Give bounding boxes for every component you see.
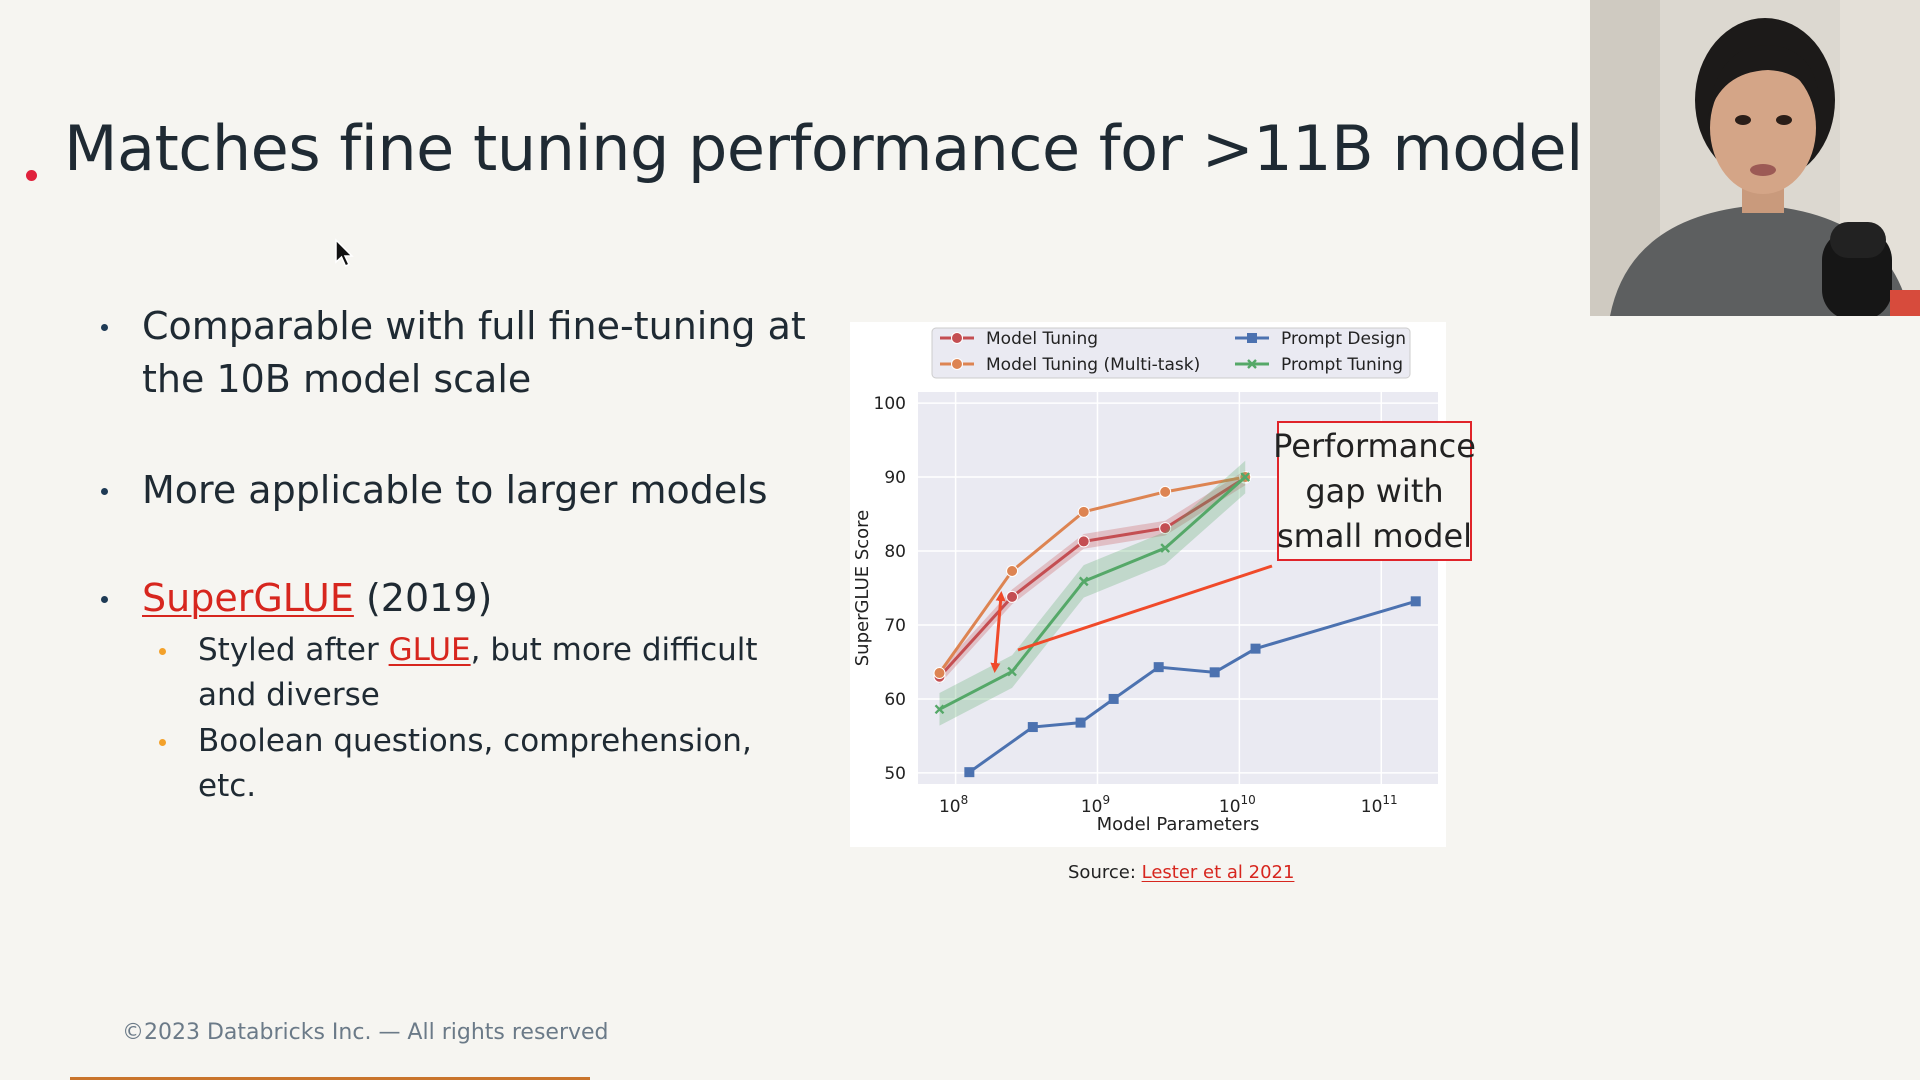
bullet-text: Comparable with full fine-tuning at the … [142, 304, 806, 401]
bullet-item: Comparable with full fine-tuning at the … [96, 300, 822, 406]
sub-bullet-text: Boolean questions, comprehension, etc. [198, 723, 752, 804]
bottom-accent-line [70, 1077, 590, 1080]
annotation-box: Performance gap with small model [1273, 421, 1476, 561]
x-tick-label: 1011 [1361, 793, 1398, 817]
x-axis-label: Model Parameters [1097, 814, 1260, 835]
source-link[interactable]: Lester et al 2021 [1141, 862, 1295, 883]
slide-title: Matches fine tuning performance for >11B… [64, 112, 1583, 185]
data-point [1153, 662, 1164, 673]
data-point [1108, 693, 1119, 704]
sub-bullet-text: , but more difficult and diverse [198, 632, 758, 713]
bullet-text: (2019) [353, 576, 493, 620]
sub-bullet-item: Styled after GLUE, but more difficult an… [154, 628, 818, 718]
legend-box [931, 327, 1411, 379]
data-point [1006, 590, 1019, 603]
data-point [1006, 564, 1019, 577]
y-tick-label: 50 [884, 764, 906, 784]
title-accent-dot [26, 170, 37, 181]
y-axis-label: SuperGLUE Score [852, 510, 873, 667]
series-line [968, 599, 1417, 774]
data-point [1077, 535, 1090, 548]
data-point [933, 667, 946, 680]
legend-marker [1247, 359, 1257, 369]
y-tick-label: 90 [884, 468, 906, 488]
data-point [1410, 596, 1421, 607]
x-tick-label: 108 [939, 793, 968, 817]
y-tick-label: 70 [884, 616, 906, 636]
y-tick-label: 80 [884, 542, 906, 562]
bullet-item: More applicable to larger models [96, 464, 842, 517]
legend-marker [951, 332, 963, 344]
source-label: Source: [1068, 862, 1142, 883]
bullet-item: SuperGLUE (2019) [96, 572, 842, 625]
legend-label: Model Tuning (Multi-task) [986, 355, 1200, 375]
legend-marker [951, 358, 963, 370]
mouse-cursor-icon [335, 238, 354, 267]
source-citation: Source: Lester et al 2021 [1068, 862, 1294, 883]
data-point [1027, 722, 1038, 733]
sub-bullet-item: Boolean questions, comprehension, etc. [154, 719, 818, 809]
superglue-link[interactable]: SuperGLUE [142, 576, 354, 620]
data-point [1007, 666, 1017, 677]
data-point [1250, 643, 1261, 654]
chart-card: 50 60 70 80 90 100 108 109 1010 1011 Model Paramet… [850, 322, 1446, 847]
presenter-video [1590, 0, 1920, 316]
glue-link[interactable]: GLUE [388, 632, 471, 668]
data-point [964, 767, 975, 778]
legend-label: Prompt Design [1281, 329, 1406, 349]
data-point [1209, 667, 1220, 678]
data-point [1075, 717, 1086, 728]
footer-copyright: ©2023 Databricks Inc. — All rights reser… [122, 1020, 609, 1045]
legend-marker [1247, 333, 1257, 343]
annotation-text: Performance gap with small model [1273, 426, 1476, 555]
legend-label: Model Tuning [986, 329, 1098, 349]
data-point [1160, 543, 1171, 553]
bullet-text: More applicable to larger models [142, 468, 768, 512]
data-point [1077, 505, 1090, 518]
y-tick-label: 60 [884, 690, 906, 710]
sub-bullet-text: Styled after [198, 632, 389, 668]
data-point [1159, 522, 1172, 535]
data-point [1159, 485, 1172, 498]
data-point [1240, 472, 1251, 482]
legend-label: Prompt Tuning [1281, 355, 1403, 375]
webcam-overlay [1590, 0, 1920, 316]
data-point [934, 704, 945, 715]
y-tick-label: 100 [874, 394, 906, 414]
